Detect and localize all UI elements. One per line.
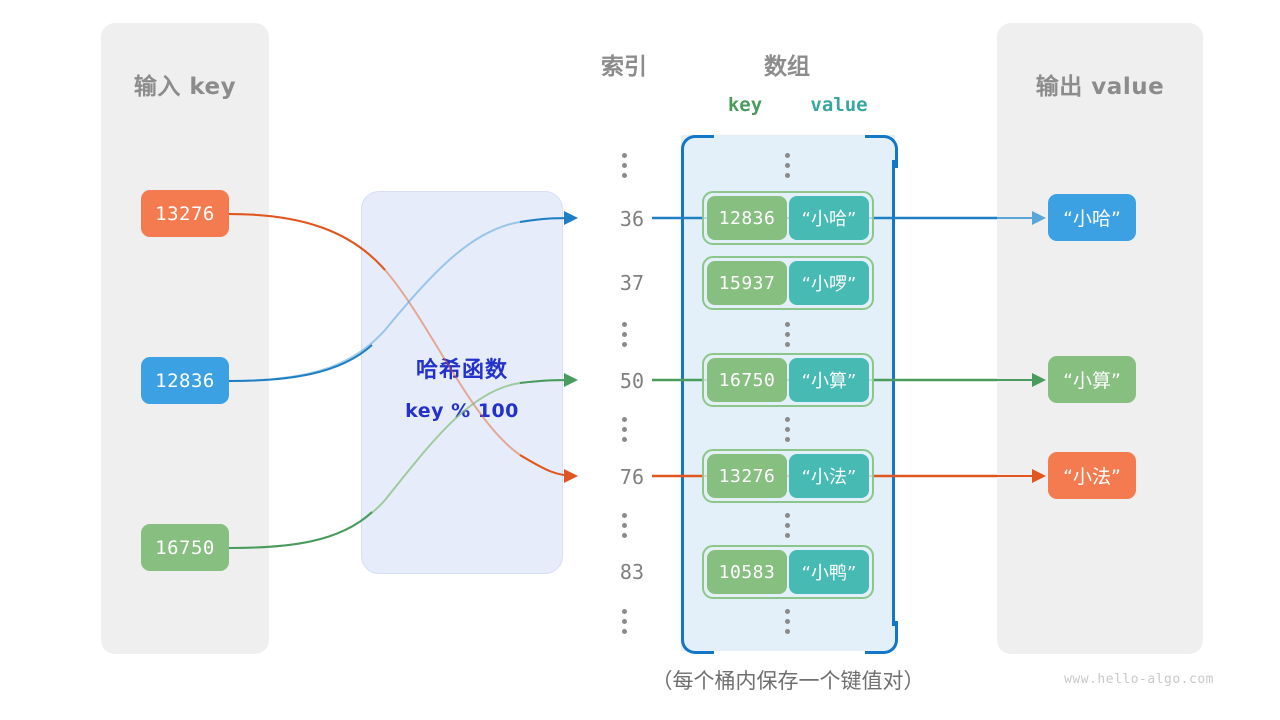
output-panel-title: 输出 value	[1035, 74, 1165, 100]
hash-function-title: 哈希函数	[415, 358, 508, 383]
output-value-panel: 输出 value	[997, 23, 1203, 654]
index-ellipsis	[622, 609, 628, 639]
hash-function-box: 哈希函数 key % 100	[361, 191, 563, 574]
array-ellipsis	[785, 322, 791, 352]
bucket-index-label: 83	[619, 560, 644, 584]
array-ellipsis	[785, 609, 791, 639]
bucket-cell[interactable]: 10583 “小鸭”	[702, 545, 874, 599]
array-bracket-bottom-right	[865, 621, 898, 654]
bucket-index-label: 76	[619, 465, 644, 489]
array-left-edge	[681, 160, 684, 626]
index-ellipsis	[622, 153, 628, 183]
bucket-value: “小鸭”	[789, 550, 869, 594]
bucket-index-label: 50	[619, 369, 644, 393]
diagram-caption: （每个桶内保存一个键值对）	[651, 669, 925, 693]
bucket-cell[interactable]: 16750 “小算”	[702, 353, 874, 407]
hash-function-formula: key % 100	[405, 400, 519, 422]
bucket-cell[interactable]: 13276 “小法”	[702, 449, 874, 503]
bucket-key: 15937	[707, 261, 787, 305]
array-ellipsis	[785, 153, 791, 183]
index-ellipsis	[622, 322, 628, 352]
bucket-cell[interactable]: 12836 “小哈”	[702, 191, 874, 245]
index-column-header: 索引	[601, 54, 647, 80]
value-column-header: value	[810, 94, 868, 116]
array-column-header: 数组	[764, 54, 810, 80]
array-ellipsis	[785, 513, 791, 543]
bucket-key: 16750	[707, 358, 787, 402]
bucket-cell[interactable]: 15937 “小啰”	[702, 256, 874, 310]
bucket-key: 13276	[707, 454, 787, 498]
array-bracket-top-right	[865, 135, 898, 168]
index-ellipsis	[622, 417, 628, 447]
bucket-index-label: 37	[619, 271, 644, 295]
bucket-value: “小法”	[789, 454, 869, 498]
array-ellipsis	[785, 417, 791, 447]
bucket-value: “小算”	[789, 358, 869, 402]
site-watermark: www.hello-algo.com	[1064, 672, 1214, 687]
input-panel-title: 输入 key	[133, 74, 237, 100]
output-value-pill[interactable]: “小算”	[1048, 356, 1136, 403]
index-ellipsis	[622, 513, 628, 543]
input-key-pill[interactable]: 12836	[141, 357, 229, 404]
bucket-value: “小哈”	[789, 196, 869, 240]
bucket-key: 12836	[707, 196, 787, 240]
bucket-value: “小啰”	[789, 261, 869, 305]
input-key-pill[interactable]: 13276	[141, 190, 229, 237]
array-right-edge	[892, 160, 895, 626]
key-column-header: key	[727, 94, 763, 116]
array-bracket-bottom-left	[681, 621, 714, 654]
array-bracket-top-left	[681, 135, 714, 168]
bucket-key: 10583	[707, 550, 787, 594]
bucket-index-label: 36	[619, 207, 644, 231]
output-value-pill[interactable]: “小法”	[1048, 452, 1136, 499]
input-key-pill[interactable]: 16750	[141, 524, 229, 571]
output-value-pill[interactable]: “小哈”	[1048, 194, 1136, 241]
